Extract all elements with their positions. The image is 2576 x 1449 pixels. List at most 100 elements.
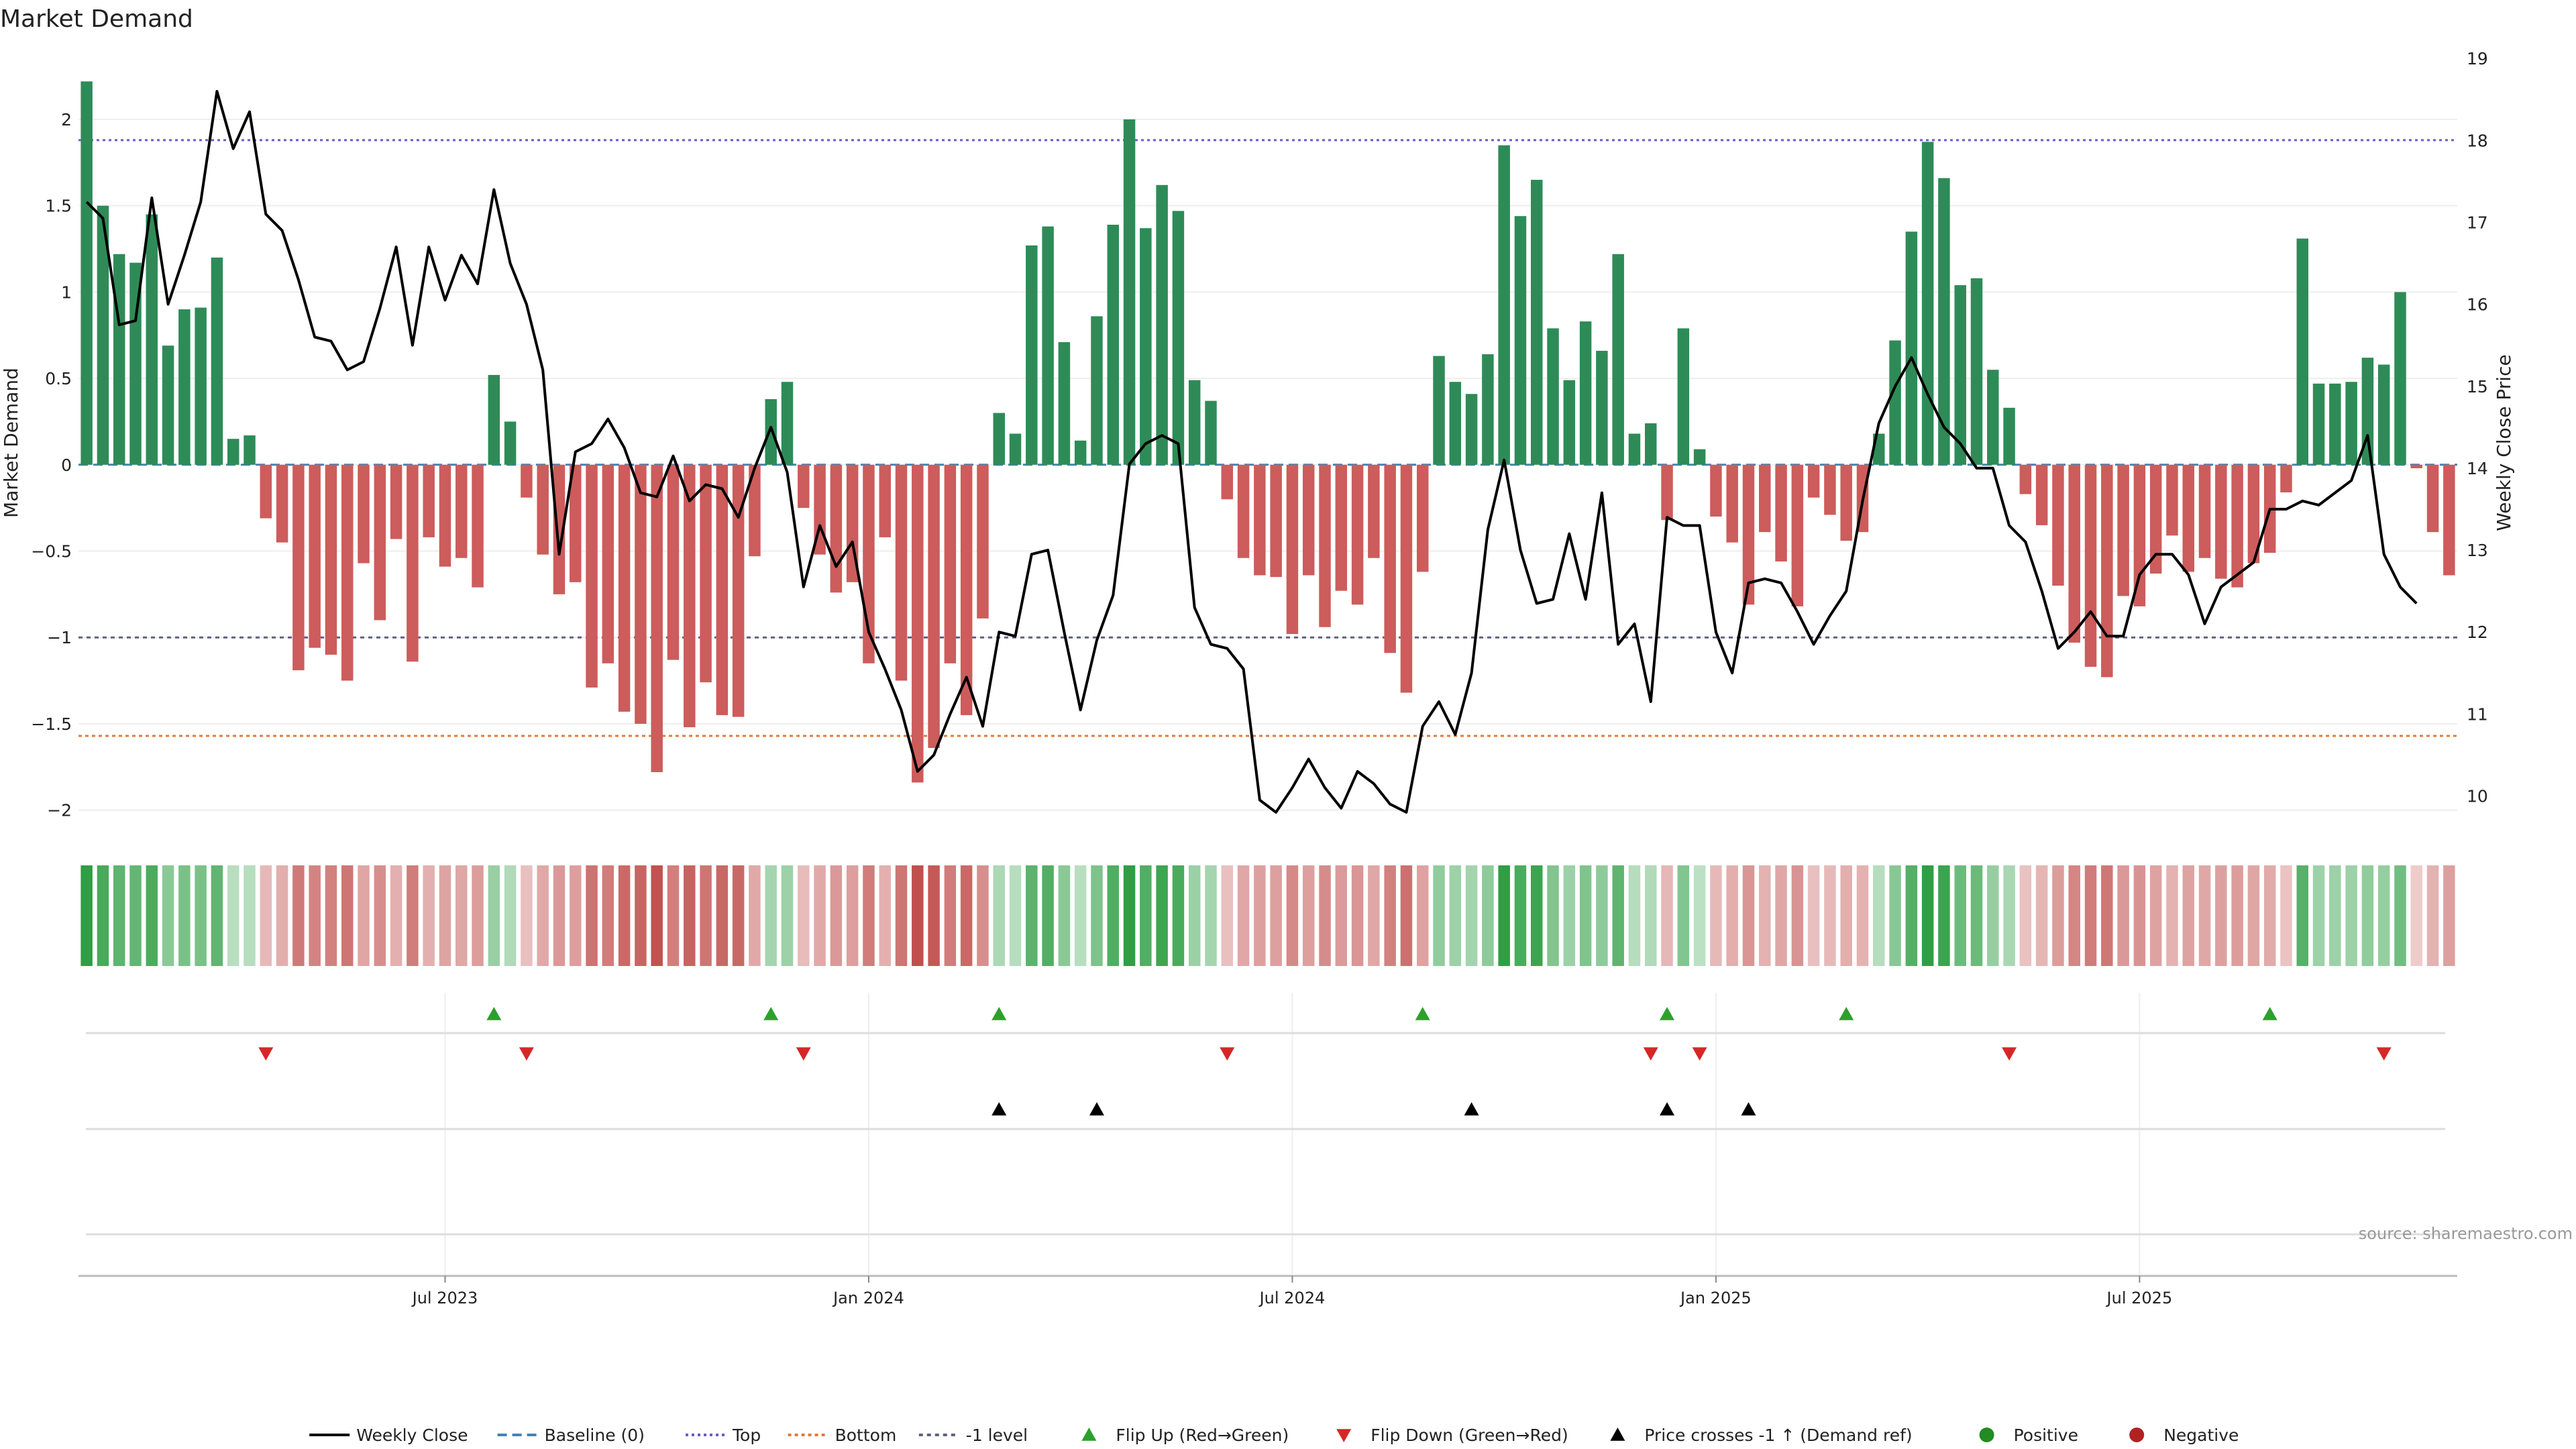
heat-cell xyxy=(129,865,142,966)
positive-demand-bar xyxy=(178,309,191,465)
positive-demand-bar xyxy=(1645,423,1657,465)
heat-cell xyxy=(2280,865,2292,966)
heat-cell xyxy=(895,865,908,966)
heat-cell xyxy=(1433,865,1445,966)
heat-cell xyxy=(879,865,891,966)
positive-demand-bar xyxy=(1693,449,1706,465)
legend-swatch xyxy=(1610,1428,1625,1441)
heat-cell xyxy=(2068,865,2080,966)
positive-demand-bar xyxy=(1987,370,1999,465)
heat-cell xyxy=(2215,865,2227,966)
heat-cell xyxy=(1531,865,1543,966)
negative-demand-bar xyxy=(553,464,566,594)
heat-cell xyxy=(2312,865,2325,966)
legend-label: Negative xyxy=(2163,1426,2239,1445)
negative-demand-bar xyxy=(2084,464,2097,667)
negative-demand-bar xyxy=(1791,464,1804,606)
positive-demand-bar xyxy=(488,374,500,465)
heat-cell xyxy=(113,865,125,966)
positive-demand-bar xyxy=(1009,433,1022,465)
positive-demand-bar xyxy=(80,81,93,465)
heat-cell xyxy=(407,865,419,966)
heat-cell xyxy=(1563,865,1576,966)
heat-cell xyxy=(276,865,288,966)
positive-demand-bar xyxy=(1954,285,1966,465)
heat-cell xyxy=(602,865,614,966)
flip-markers-panel xyxy=(86,993,2445,1275)
heat-cell xyxy=(2117,865,2129,966)
heat-cell xyxy=(1237,865,1250,966)
heat-cell xyxy=(814,865,826,966)
flip-down-marker xyxy=(1643,1047,1658,1061)
heat-cell xyxy=(1954,865,1966,966)
heat-cell xyxy=(1791,865,1804,966)
heat-cell xyxy=(211,865,223,966)
flip-down-marker xyxy=(796,1047,811,1061)
positive-demand-bar xyxy=(1579,321,1592,465)
heat-cell xyxy=(2052,865,2064,966)
negative-demand-bar xyxy=(749,464,761,557)
heat-cell xyxy=(1873,865,1885,966)
negative-demand-bar xyxy=(602,464,614,663)
legend-item-bottom: Bottom xyxy=(788,1426,896,1445)
heat-cell xyxy=(2003,865,2015,966)
legend-item-negative: Negative xyxy=(2129,1426,2239,1445)
flip-up-marker xyxy=(991,1007,1007,1020)
legend-item-weekly-close: Weekly Close xyxy=(309,1426,468,1445)
negative-demand-bar xyxy=(309,464,321,648)
heat-cell xyxy=(798,865,810,966)
heat-cell xyxy=(1547,865,1559,966)
negative-demand-bar xyxy=(2231,464,2243,588)
positive-demand-bar xyxy=(195,307,207,465)
heat-cell xyxy=(1645,865,1657,966)
flip-down-marker xyxy=(1220,1047,1235,1061)
positive-demand-bar xyxy=(1905,231,1918,465)
positive-demand-bar xyxy=(1188,380,1201,465)
negative-demand-bar xyxy=(2215,464,2227,579)
heat-cell xyxy=(1042,865,1054,966)
heat-cell xyxy=(1449,865,1462,966)
negative-demand-bar xyxy=(390,464,402,539)
price-cross-marker xyxy=(1464,1102,1479,1116)
heat-cell xyxy=(1351,865,1364,966)
negative-demand-bar xyxy=(2426,464,2439,533)
negative-demand-bar xyxy=(537,464,549,555)
positive-demand-bar xyxy=(2377,364,2390,465)
y-axis-label: Market Demand xyxy=(0,368,22,518)
negative-demand-bar xyxy=(667,464,680,660)
positive-demand-bar xyxy=(1140,228,1152,465)
negative-demand-bar xyxy=(960,464,973,716)
positive-demand-bar xyxy=(227,439,239,465)
heat-cell xyxy=(977,865,989,966)
negative-demand-bar xyxy=(1384,464,1396,653)
heat-cell xyxy=(146,865,158,966)
legend-label: Price crosses -1 ↑ (Demand ref) xyxy=(1644,1426,1912,1445)
positive-demand-bar xyxy=(1074,440,1087,465)
negative-demand-bar xyxy=(325,464,337,655)
negative-demand-bar xyxy=(798,464,810,508)
heat-cell xyxy=(993,865,1005,966)
heat-cell xyxy=(1335,865,1348,966)
negative-demand-bar xyxy=(2149,464,2162,574)
chart-title: Market Demand xyxy=(0,5,193,33)
negative-demand-bar xyxy=(472,464,484,588)
heat-cell xyxy=(2296,865,2309,966)
heat-cell xyxy=(2263,865,2276,966)
heat-cell xyxy=(2410,865,2423,966)
negative-demand-bar xyxy=(1221,464,1234,500)
heat-cell xyxy=(1661,865,1673,966)
x-tick-label: Jan 2025 xyxy=(1679,1289,1752,1307)
heat-cell xyxy=(1058,865,1071,966)
negative-demand-bar xyxy=(1710,464,1722,517)
negative-demand-bar xyxy=(2198,464,2211,558)
heat-cell xyxy=(2377,865,2390,966)
heat-cell xyxy=(292,865,305,966)
positive-demand-bar xyxy=(1156,184,1168,465)
negative-demand-bar xyxy=(2101,464,2113,678)
heat-cell xyxy=(1368,865,1380,966)
legend-swatch xyxy=(2129,1428,2145,1442)
x-tick-label: Jul 2023 xyxy=(411,1289,478,1307)
positive-demand-bar xyxy=(211,257,223,465)
heat-cell xyxy=(1286,865,1299,966)
